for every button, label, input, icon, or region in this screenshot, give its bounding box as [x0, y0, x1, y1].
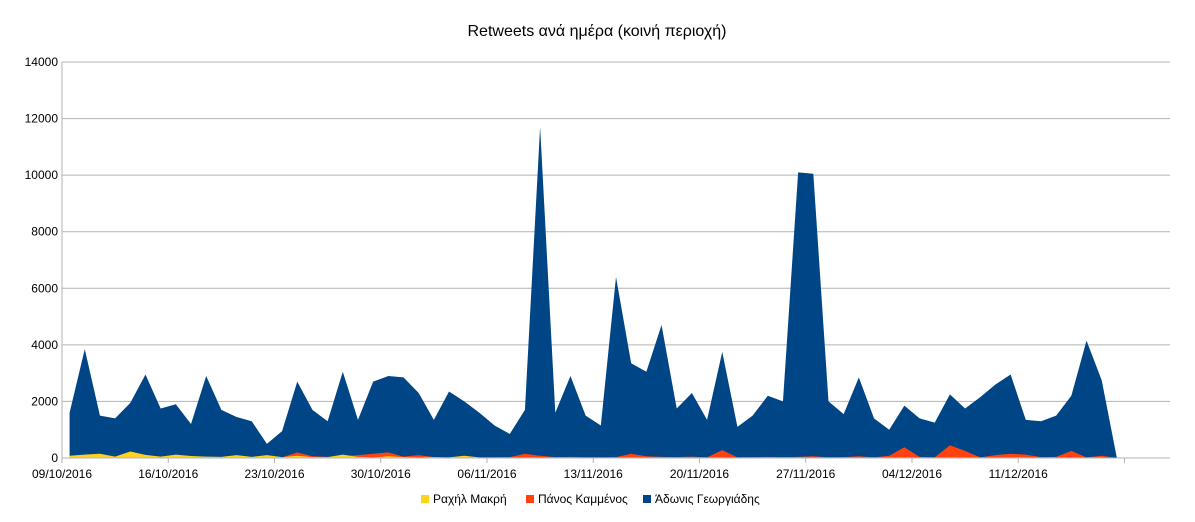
y-tick-label: 2000 [31, 394, 58, 408]
legend-label: Άδωνις Γεωργιάδης [655, 492, 760, 506]
legend-swatch [643, 495, 651, 503]
x-tick-label: 04/12/2016 [882, 467, 942, 481]
series-area [69, 445, 1117, 458]
y-tick-label: 12000 [25, 112, 59, 126]
axes [61, 62, 1170, 463]
y-axis-tick-labels: 0 2000 4000 6000 8000 10000 12000 14000 [25, 55, 59, 465]
legend: Ραχήλ Μακρή Πάνος Καμμένος Άδωνις Γεωργιάδ… [421, 492, 760, 506]
y-tick-label: 8000 [31, 225, 58, 239]
y-tick-label: 4000 [31, 338, 58, 352]
x-tick-label: 11/12/2016 [989, 467, 1048, 481]
legend-label: Πάνος Καμμένος [538, 492, 628, 506]
y-tick-label: 0 [51, 451, 58, 465]
x-tick-label: 23/10/2016 [244, 467, 304, 481]
y-tick-label: 10000 [25, 168, 59, 182]
x-tick-label: 09/10/2016 [32, 467, 92, 481]
x-tick-label: 16/10/2016 [138, 467, 198, 481]
series-area [69, 127, 1117, 459]
legend-swatch [421, 495, 429, 503]
x-tick-label: 27/11/2016 [776, 467, 835, 481]
series-area [69, 451, 1117, 458]
y-tick-label: 14000 [25, 55, 59, 69]
series-areas [69, 127, 1117, 459]
legend-label: Ραχήλ Μακρή [433, 492, 507, 506]
x-axis-tick-labels: 09/10/2016 16/10/2016 23/10/2016 30/10/2016… [32, 467, 1048, 481]
x-tick-label: 13/11/2016 [564, 467, 623, 481]
x-tick-label: 06/11/2016 [457, 467, 516, 481]
y-tick-label: 6000 [31, 281, 58, 295]
x-tick-label: 30/10/2016 [351, 467, 411, 481]
x-tick-label: 20/11/2016 [670, 467, 729, 481]
chart-title: Retweets ανά ημέρα (κοινή περιοχή) [468, 23, 727, 40]
legend-swatch [526, 495, 534, 503]
